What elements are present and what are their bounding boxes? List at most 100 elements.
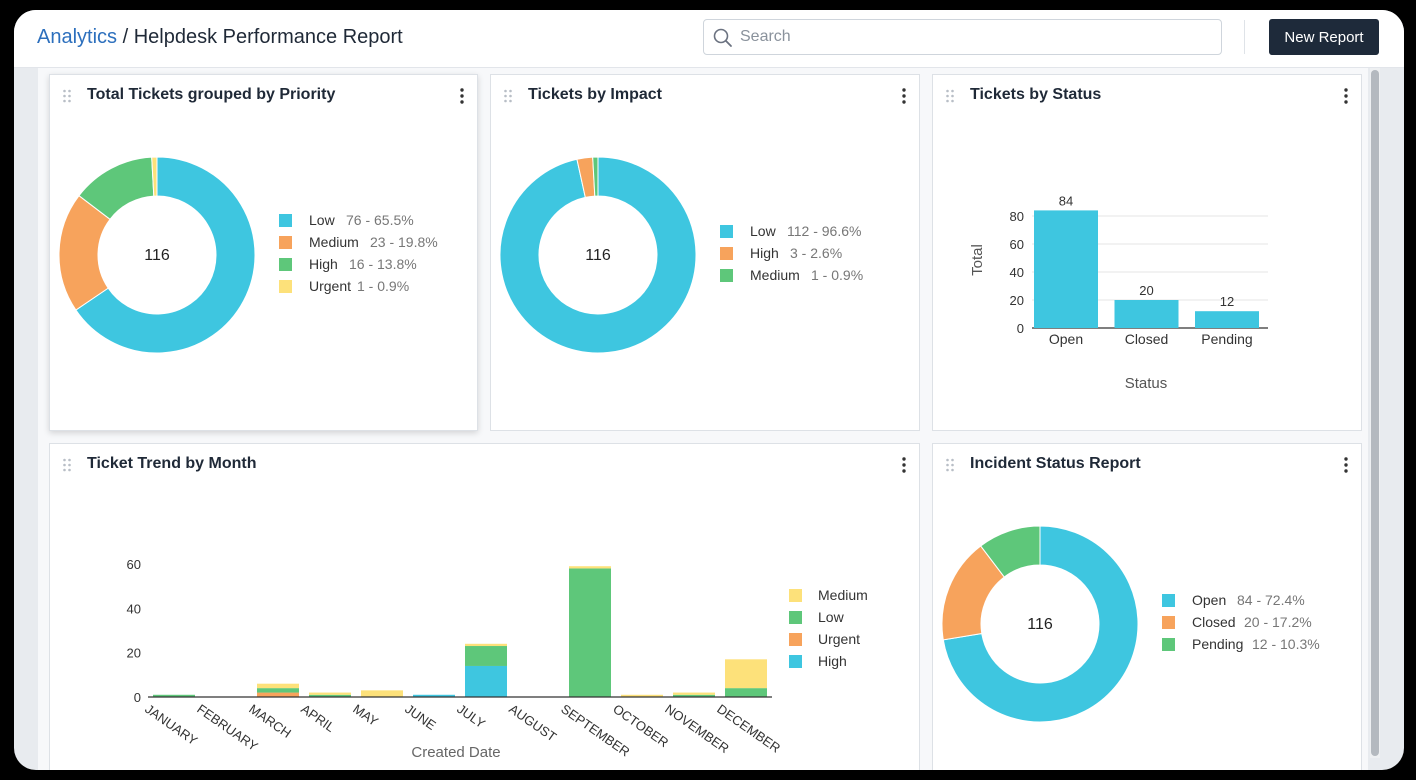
more-options-icon[interactable] bbox=[897, 87, 911, 105]
drag-handle-icon[interactable] bbox=[62, 458, 72, 472]
y-tick-label: 20 bbox=[1010, 293, 1024, 308]
widget-title: Tickets by Status bbox=[970, 86, 1102, 103]
bar-segment-medium[interactable] bbox=[569, 566, 611, 569]
legend-value: 23 - 19.8% bbox=[370, 234, 438, 250]
bar-segment-low[interactable] bbox=[673, 694, 715, 697]
widget-header: Total Tickets grouped by Priority bbox=[50, 75, 477, 115]
legend-swatch bbox=[279, 258, 292, 271]
bar-segment-low[interactable] bbox=[569, 568, 611, 697]
legend-value: 76 - 65.5% bbox=[346, 212, 414, 228]
bar-closed[interactable] bbox=[1114, 300, 1179, 328]
x-tick-label: APRIL bbox=[298, 701, 337, 735]
y-tick-label: 60 bbox=[1010, 237, 1024, 252]
legend-label[interactable]: High bbox=[818, 653, 847, 669]
bar-segment-low[interactable] bbox=[465, 646, 507, 666]
x-tick-label: MAY bbox=[350, 701, 381, 729]
donut-slice-low[interactable] bbox=[75, 156, 256, 354]
widget-header: Ticket Trend by Month bbox=[50, 444, 919, 484]
bar-segment-medium[interactable] bbox=[621, 694, 663, 697]
bar-segment-medium[interactable] bbox=[309, 692, 351, 695]
more-options-icon[interactable] bbox=[455, 87, 469, 105]
scrollbar-thumb[interactable] bbox=[1371, 70, 1379, 756]
bar-segment-low[interactable] bbox=[309, 694, 351, 697]
drag-handle-icon[interactable] bbox=[503, 89, 513, 103]
donut-center-label: 116 bbox=[144, 247, 170, 264]
widget-title: Incident Status Report bbox=[970, 455, 1141, 472]
new-report-button[interactable]: New Report bbox=[1269, 19, 1379, 55]
widget-header: Incident Status Report bbox=[933, 444, 1361, 484]
legend-swatch bbox=[279, 236, 292, 249]
more-options-icon[interactable] bbox=[897, 456, 911, 474]
x-tick-label: AUGUST bbox=[506, 701, 559, 744]
legend-label: Medium bbox=[309, 234, 359, 250]
donut-slice-urgent[interactable] bbox=[151, 156, 158, 197]
widget-header: Tickets by Status bbox=[933, 75, 1361, 115]
donut-slices bbox=[499, 156, 697, 354]
legend-value: 84 - 72.4% bbox=[1237, 592, 1305, 608]
bar-segment-low[interactable] bbox=[725, 688, 767, 697]
breadcrumb-analytics-link[interactable]: Analytics bbox=[37, 26, 118, 48]
breadcrumb-separator: / bbox=[117, 26, 134, 48]
more-options-icon[interactable] bbox=[1339, 87, 1353, 105]
bar-data-label: 12 bbox=[1220, 294, 1234, 309]
vertical-scrollbar[interactable] bbox=[1370, 68, 1380, 758]
y-axis-label: Total bbox=[969, 244, 986, 276]
widget-incident: Incident Status Report 116 Open 84 - 72.4… bbox=[932, 443, 1362, 770]
legend-swatch[interactable] bbox=[789, 633, 802, 646]
widget-trend: Ticket Trend by Month 0 20 40 60 JANUARY FEBR… bbox=[49, 443, 920, 770]
legend-swatch[interactable] bbox=[789, 655, 802, 668]
bar-segment-medium[interactable] bbox=[673, 692, 715, 695]
drag-handle-icon[interactable] bbox=[945, 458, 955, 472]
legend-swatch bbox=[720, 269, 733, 282]
search-input[interactable] bbox=[740, 20, 1210, 54]
bar-segment-urgent[interactable] bbox=[257, 692, 299, 697]
legend-value: 1 - 0.9% bbox=[357, 278, 410, 294]
legend-swatch bbox=[720, 225, 733, 238]
donut-center-label: 116 bbox=[1027, 616, 1053, 633]
donut-slice-low[interactable] bbox=[499, 156, 697, 354]
bar-segment-medium[interactable] bbox=[361, 690, 403, 697]
legend-label[interactable]: Low bbox=[818, 609, 845, 625]
y-tick-label: 20 bbox=[127, 646, 141, 661]
drag-handle-icon[interactable] bbox=[62, 89, 72, 103]
legend-swatch bbox=[1162, 638, 1175, 651]
legend-swatch bbox=[1162, 616, 1175, 629]
bar-segment-high[interactable] bbox=[465, 665, 507, 697]
widget-title: Ticket Trend by Month bbox=[87, 455, 257, 472]
bar-segment-low[interactable] bbox=[257, 688, 299, 693]
legend-swatch bbox=[279, 214, 292, 227]
bar-open[interactable] bbox=[1034, 210, 1098, 328]
widget-impact: Tickets by Impact 116 Low 112 - 96.6% Hig… bbox=[490, 74, 920, 431]
widget-header: Tickets by Impact bbox=[491, 75, 919, 115]
legend-label: Medium bbox=[750, 267, 800, 283]
y-tick-label: 40 bbox=[1010, 265, 1024, 280]
top-bar: Analytics / Helpdesk Performance Report … bbox=[14, 10, 1404, 68]
widget-priority: Total Tickets grouped by Priority 116 Lo… bbox=[49, 74, 478, 431]
bar-pending[interactable] bbox=[1195, 311, 1259, 328]
y-tick-label: 60 bbox=[127, 557, 141, 572]
bar-segment-low[interactable] bbox=[153, 694, 195, 697]
legend-value: 112 - 96.6% bbox=[787, 223, 862, 239]
donut-slice-pending[interactable] bbox=[979, 525, 1041, 578]
bar-data-label: 20 bbox=[1139, 283, 1153, 298]
bar-segment-medium[interactable] bbox=[725, 659, 767, 689]
bar-segment-medium[interactable] bbox=[465, 643, 507, 647]
y-tick-label: 0 bbox=[1017, 321, 1024, 336]
legend-swatch bbox=[279, 280, 292, 293]
donut-slice-medium[interactable] bbox=[592, 156, 599, 197]
bar-data-label: 84 bbox=[1059, 193, 1073, 208]
legend-swatch[interactable] bbox=[789, 589, 802, 602]
legend-label: High bbox=[309, 256, 338, 272]
more-options-icon[interactable] bbox=[1339, 456, 1353, 474]
bar-segment-medium[interactable] bbox=[257, 683, 299, 689]
legend-swatch[interactable] bbox=[789, 611, 802, 624]
legend-label[interactable]: Urgent bbox=[818, 631, 860, 647]
drag-handle-icon[interactable] bbox=[945, 89, 955, 103]
donut-chart: 116 bbox=[941, 525, 1139, 723]
legend-label: High bbox=[750, 245, 779, 261]
search-box[interactable] bbox=[703, 19, 1222, 55]
bar-segment-high[interactable] bbox=[413, 694, 455, 697]
legend-label[interactable]: Medium bbox=[818, 587, 868, 603]
donut-slice-open[interactable] bbox=[942, 525, 1139, 723]
